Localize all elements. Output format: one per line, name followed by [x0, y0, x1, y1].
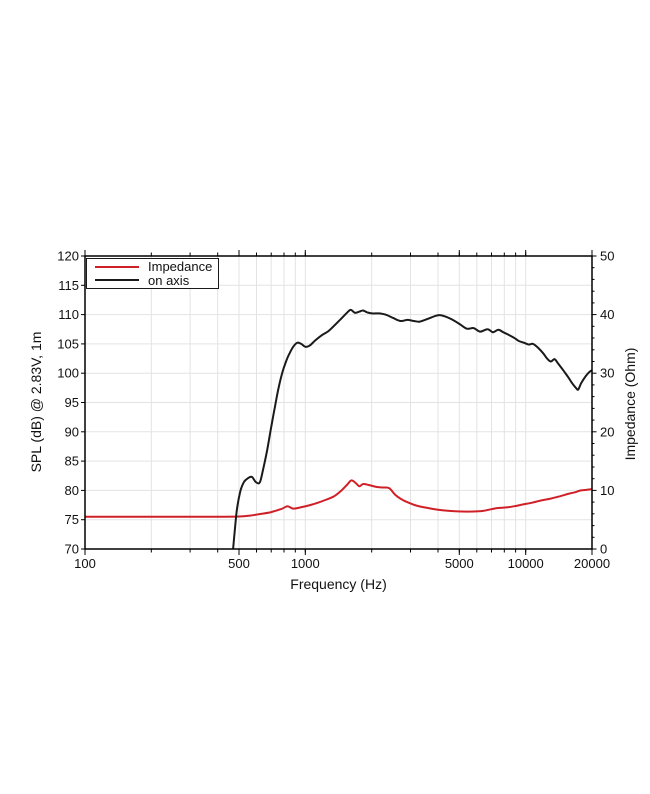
y-left-tick-label: 115 [58, 278, 79, 293]
y-left-tick-label: 95 [65, 395, 79, 410]
y-left-tick-label: 105 [57, 336, 79, 351]
x-axis-title: Frequency (Hz) [290, 576, 387, 592]
plot-border [84, 255, 593, 550]
y-right-tick-label: 20 [600, 424, 614, 439]
y-left-tick-label: 75 [65, 512, 79, 527]
y-left-tick-label: 70 [65, 542, 79, 557]
x-tick-label: 10000 [508, 556, 544, 571]
y-right-tick-label: 50 [600, 249, 614, 264]
x-tick-label: 1000 [291, 556, 320, 571]
curve-on-axis [232, 308, 592, 549]
y-right-tick-label: 0 [600, 542, 607, 557]
y-right-tick-label: 30 [600, 366, 614, 381]
gridlines [85, 256, 592, 549]
y-right-tick-label: 40 [600, 307, 614, 322]
curves [85, 308, 592, 549]
x-tick-label: 5000 [445, 556, 474, 571]
x-tick-label: 100 [74, 556, 96, 571]
legend-label: Impedance [148, 259, 213, 275]
y-left-tick-label: 100 [57, 366, 79, 381]
x-tick-label: 500 [228, 556, 250, 571]
y-left-tick-label: 80 [65, 483, 79, 498]
legend-label: on axis [148, 272, 190, 288]
legend: Impedance on axis [86, 258, 219, 289]
legend-item-impedance: Impedance [90, 260, 215, 273]
left-axis-title: SPL (dB) @ 2.83V, 1m [28, 331, 44, 473]
legend-item-on-axis: on axis [90, 274, 215, 287]
y-left-tick-label: 120 [57, 249, 79, 264]
x-tick-label: 20000 [574, 556, 610, 571]
impedance-line-sample [95, 265, 139, 268]
curve-impedance [85, 479, 592, 518]
y-left-tick-label: 110 [58, 307, 79, 322]
y-left-tick-label: 85 [65, 454, 79, 469]
y-right-tick-label: 10 [600, 483, 614, 498]
right-axis-title: Impedance (Ohm) [622, 347, 638, 461]
on-axis-line-sample [95, 279, 139, 282]
y-left-tick-label: 90 [65, 424, 79, 439]
tick-labels: 100 500 1000 5000 10000 200007075808590951001… [57, 249, 614, 572]
